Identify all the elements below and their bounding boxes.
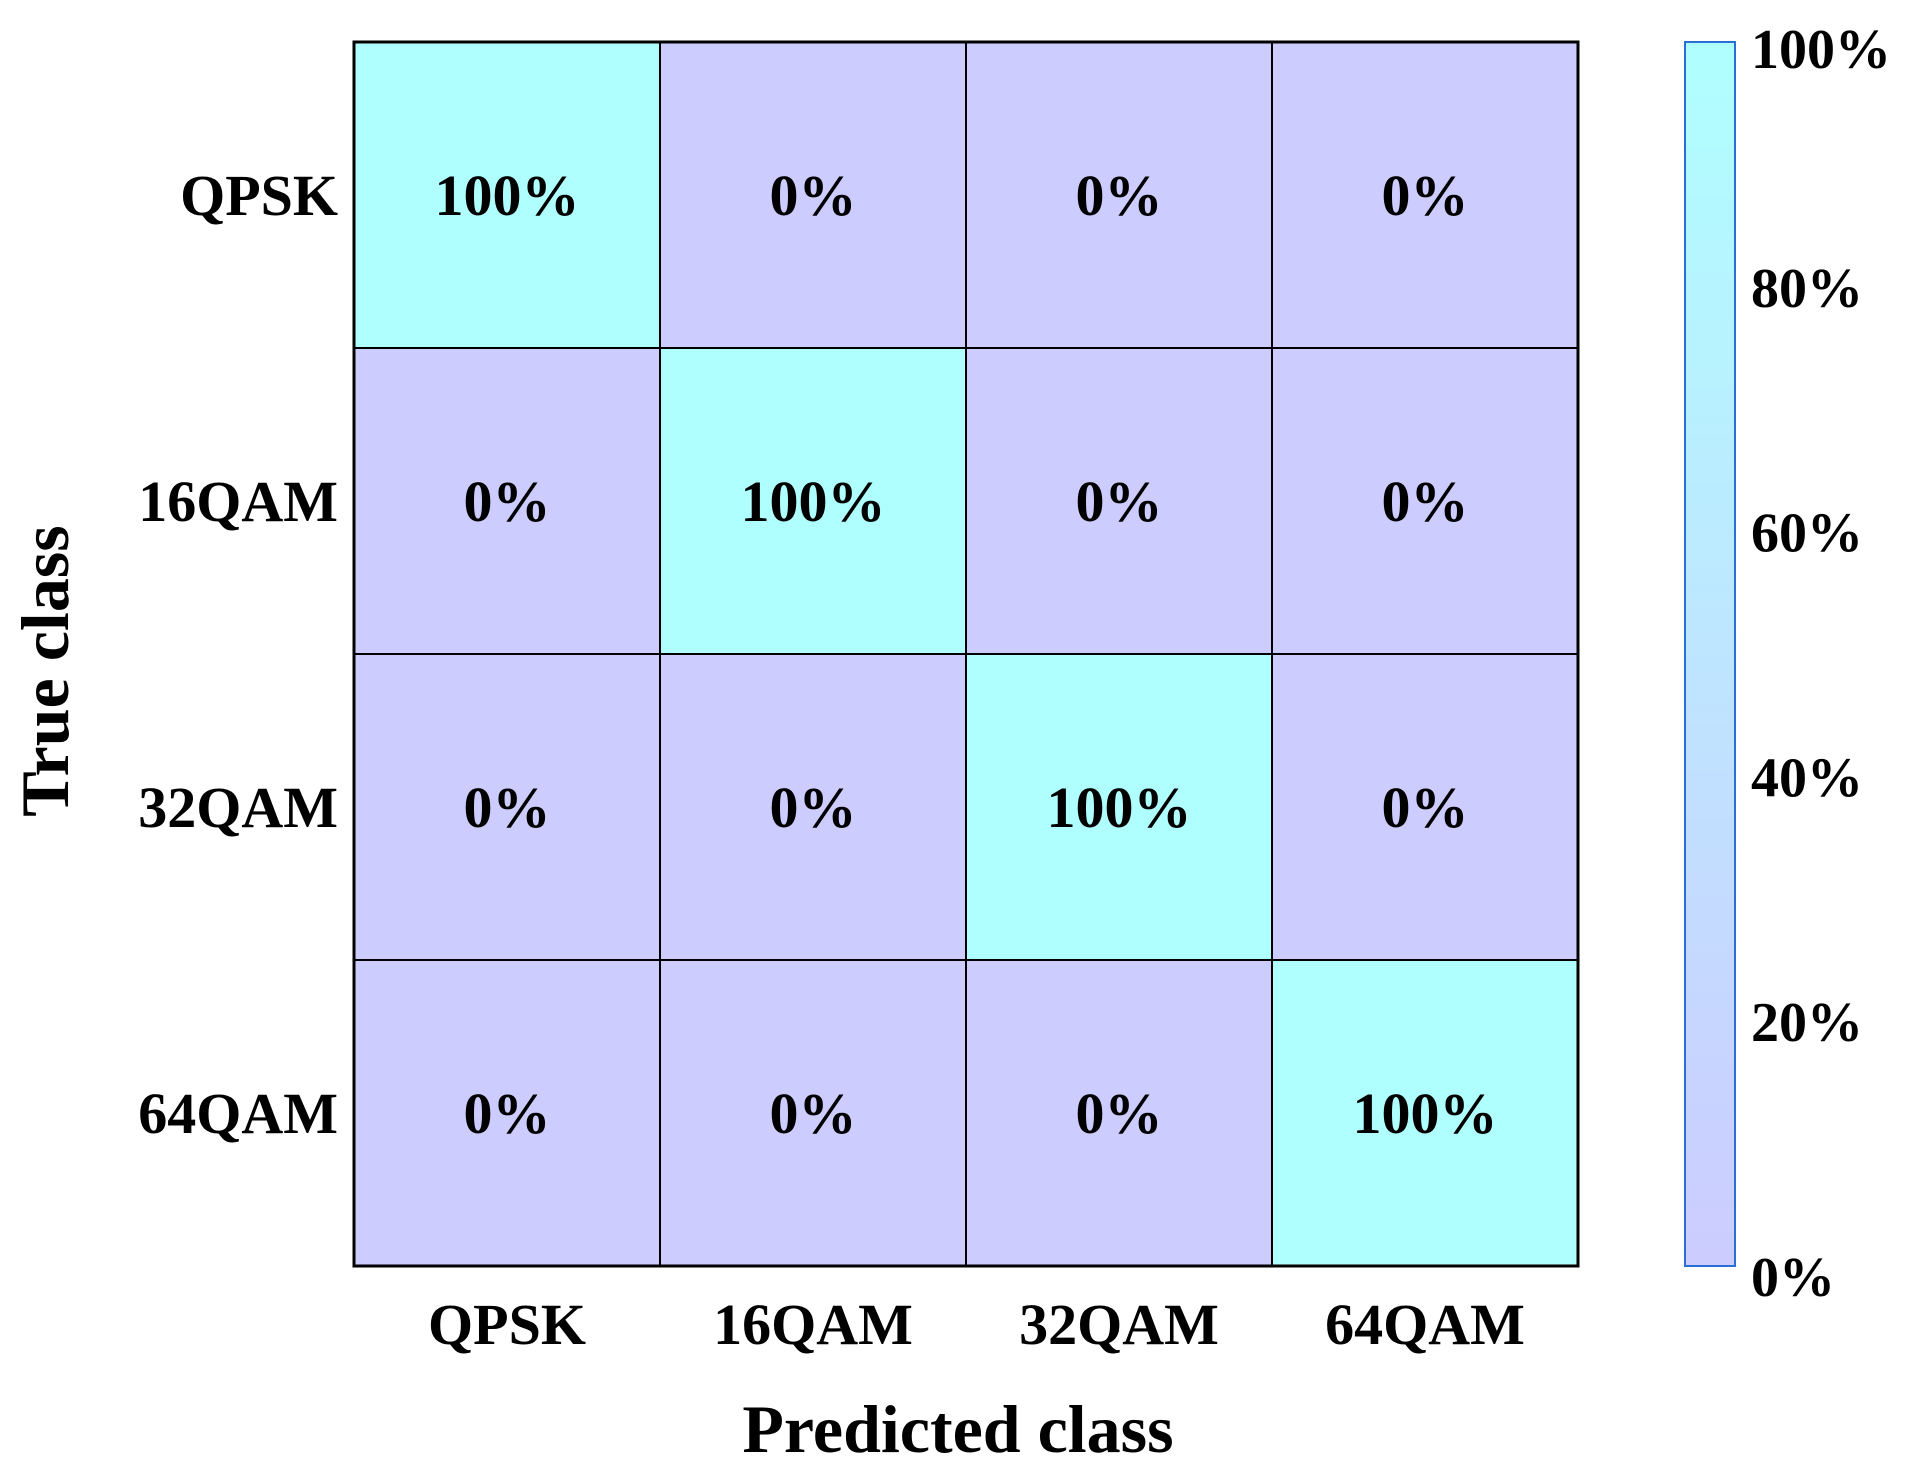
colorbar-tick-label: 0% xyxy=(1751,1247,1835,1309)
cell-value-label: 100% xyxy=(741,469,886,534)
colorbar-tick-label: 40% xyxy=(1751,747,1863,809)
x-axis-title: Predicted class xyxy=(742,1391,1173,1467)
y-axis-tick-labels: QPSK 16QAM 32QAM 64QAM xyxy=(138,163,338,1146)
y-tick-label: 16QAM xyxy=(138,469,338,534)
cell-value-label: 100% xyxy=(1047,775,1192,840)
colorbar xyxy=(1684,41,1736,1267)
cell-value-label: 100% xyxy=(435,163,580,228)
heatmap-cell xyxy=(1271,41,1579,349)
cell-value-label: 0% xyxy=(464,775,551,840)
cell-value-label: 0% xyxy=(1076,469,1163,534)
x-tick-label: 32QAM xyxy=(1019,1292,1219,1357)
cell-value-label: 0% xyxy=(770,775,857,840)
cell-value-label: 0% xyxy=(770,163,857,228)
x-tick-label: QPSK xyxy=(428,1292,586,1357)
colorbar-tick-label: 100% xyxy=(1751,19,1891,81)
cell-value-label: 0% xyxy=(770,1081,857,1146)
matrix-border xyxy=(352,40,1580,1268)
cell-value-label: 0% xyxy=(464,1081,551,1146)
colorbar-tick-label: 60% xyxy=(1751,503,1863,565)
heatmap-cell xyxy=(659,959,967,1267)
cell-value-label: 0% xyxy=(464,469,551,534)
y-tick-label: 32QAM xyxy=(138,775,338,840)
y-axis-title: True class xyxy=(7,525,83,817)
cell-value-label: 0% xyxy=(1382,775,1469,840)
x-tick-label: 64QAM xyxy=(1325,1292,1525,1357)
cell-value-label: 0% xyxy=(1076,1081,1163,1146)
cell-value-label: 0% xyxy=(1382,163,1469,228)
heatmap-cell xyxy=(659,653,967,961)
cell-value-label: 0% xyxy=(1076,163,1163,228)
y-tick-label: 64QAM xyxy=(138,1081,338,1146)
x-axis-tick-labels: QPSK 16QAM 32QAM 64QAM xyxy=(428,1292,1525,1357)
colorbar-tick-labels: 0% 20% 40% 60% 80% 100% xyxy=(1751,19,1891,1309)
heatmap-cell xyxy=(1271,959,1579,1267)
heatmap-cell xyxy=(965,959,1273,1267)
heatmap-cell xyxy=(1271,347,1579,655)
heatmap-cell-labels: 100% 0% 0% 0% 0% 100% 0% 0% 0% 0% 100% 0% 0% 0% 0% 100% xyxy=(435,163,1498,1146)
heatmap-cell xyxy=(353,41,661,349)
heatmap-cells xyxy=(352,40,1580,1268)
heatmap-cell xyxy=(353,959,661,1267)
heatmap-cell xyxy=(1271,653,1579,961)
y-tick-label: QPSK xyxy=(180,163,338,228)
x-tick-label: 16QAM xyxy=(713,1292,913,1357)
cell-value-label: 0% xyxy=(1382,469,1469,534)
heatmap-cell xyxy=(353,347,661,655)
cell-value-label: 100% xyxy=(1353,1081,1498,1146)
colorbar-tick-label: 20% xyxy=(1751,992,1863,1054)
colorbar-tick-label: 80% xyxy=(1751,258,1863,320)
heatmap-cell xyxy=(659,41,967,349)
heatmap-cell xyxy=(965,347,1273,655)
heatmap-cell xyxy=(659,347,967,655)
